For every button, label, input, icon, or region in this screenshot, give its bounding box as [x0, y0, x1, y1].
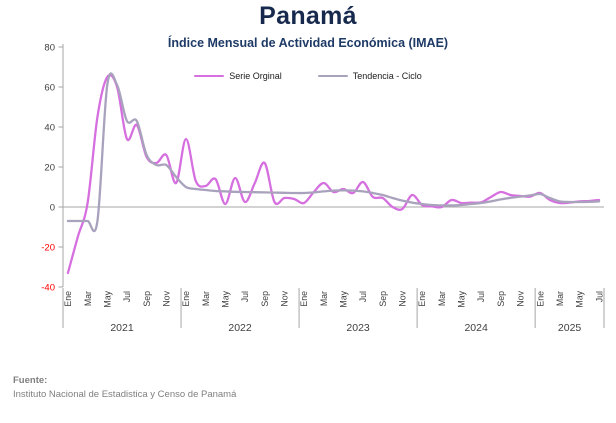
tendencia-ciclo-line: [66, 72, 601, 233]
svg-text:Nov: Nov: [280, 290, 290, 306]
chart-subtitle: Índice Mensual de Actividad Económica (I…: [167, 36, 449, 50]
svg-text:May: May: [102, 290, 112, 307]
series-lines: [66, 72, 601, 275]
svg-text:40: 40: [44, 123, 55, 134]
svg-text:Sep: Sep: [260, 291, 270, 307]
serie-original-line-swatch: [194, 74, 225, 78]
svg-text:Mar: Mar: [319, 291, 329, 306]
svg-text:2025: 2025: [558, 322, 582, 334]
svg-text:20: 20: [44, 163, 55, 174]
legend-label-serie-original: Serie Orginal: [229, 71, 282, 81]
svg-text:-40: -40: [41, 283, 55, 294]
svg-text:May: May: [339, 290, 349, 307]
svg-text:60: 60: [44, 83, 55, 94]
svg-text:Ene: Ene: [181, 291, 191, 307]
year-separators: [62, 288, 605, 328]
legend-label-tendencia-ciclo: Tendencia - Ciclo: [352, 71, 422, 81]
legend-item-tendencia-ciclo: Tendencia - Ciclo: [317, 71, 422, 81]
svg-text:0: 0: [50, 203, 55, 214]
svg-text:Ene: Ene: [299, 291, 309, 307]
svg-text:Mar: Mar: [555, 291, 565, 306]
legend-item-serie-original: Serie Orginal: [194, 71, 282, 81]
axes: [62, 44, 604, 287]
svg-text:Sep: Sep: [142, 291, 152, 307]
svg-text:Nov: Nov: [161, 290, 171, 306]
source-label: Fuente:: [13, 375, 48, 386]
svg-text:2021: 2021: [110, 322, 134, 334]
source-note: Fuente: Instituto Nacional de Estadistic…: [13, 375, 236, 400]
source-text: Instituto Nacional de Estadistica y Cens…: [13, 389, 237, 400]
serie-original-line: [66, 73, 601, 275]
x-axis-month-labels: Ene Mar May Jul Sep Nov Ene Mar May Jul Sep Nov Ene M…: [63, 290, 604, 307]
imae-line-chart: 80 60 40 20 0 -20 -40 Ene Mar May Jul Sep Nov Ene Mar M…: [41, 43, 605, 334]
svg-text:May: May: [457, 290, 467, 307]
x-axis-year-labels: 2021 2022 2023 2024 2025: [110, 322, 581, 334]
svg-text:Jul: Jul: [594, 291, 604, 302]
svg-text:Jul: Jul: [476, 291, 486, 302]
svg-text:Sep: Sep: [378, 291, 388, 307]
svg-text:Jul: Jul: [122, 291, 132, 302]
page-title: Panamá: [259, 2, 357, 30]
svg-text:Mar: Mar: [83, 291, 93, 306]
svg-text:Nov: Nov: [516, 290, 526, 306]
svg-text:May: May: [221, 290, 231, 307]
svg-text:Sep: Sep: [496, 291, 506, 307]
svg-text:2022: 2022: [228, 322, 252, 334]
tendencia-ciclo-line-swatch: [317, 74, 348, 78]
svg-text:Mar: Mar: [437, 291, 447, 306]
svg-text:2024: 2024: [464, 322, 488, 334]
y-axis-labels: 80 60 40 20 0 -20 -40: [41, 43, 63, 294]
svg-text:Ene: Ene: [63, 291, 73, 307]
svg-text:Ene: Ene: [535, 291, 545, 307]
svg-text:Nov: Nov: [398, 290, 408, 306]
svg-text:Mar: Mar: [201, 291, 211, 306]
svg-text:May: May: [575, 290, 585, 307]
svg-text:2023: 2023: [346, 322, 370, 334]
svg-text:-20: -20: [41, 243, 55, 254]
chart-legend: Serie Orginal Tendencia - Ciclo: [0, 71, 616, 81]
svg-text:Ene: Ene: [417, 291, 427, 307]
svg-text:Jul: Jul: [358, 291, 368, 302]
svg-text:Jul: Jul: [240, 291, 250, 302]
svg-text:80: 80: [44, 43, 55, 54]
